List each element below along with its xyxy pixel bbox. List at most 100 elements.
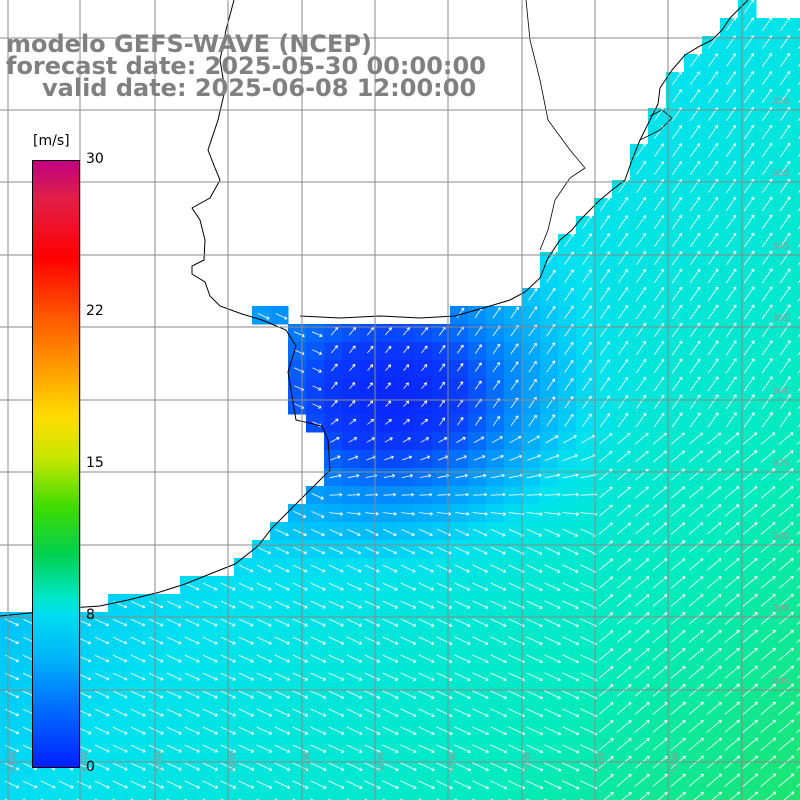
wind-arrow	[617, 287, 629, 302]
wind-arrow	[346, 582, 362, 591]
wind-arrow	[760, 432, 776, 445]
wind-arrow	[779, 394, 791, 410]
forecast-date: forecast date: 2025-05-30 00:00:00	[6, 52, 486, 80]
wind-arrow	[707, 322, 719, 338]
wind-arrow	[742, 558, 758, 571]
wind-arrow	[400, 780, 417, 789]
wind-arrow	[688, 540, 704, 553]
wind-arrow	[761, 322, 773, 338]
wind-arrow	[474, 344, 482, 354]
wind-arrow	[675, 791, 686, 800]
longitude-label: 59W	[155, 752, 165, 772]
wind-arrow	[526, 492, 543, 497]
wind-arrow	[635, 394, 647, 410]
wind-arrow	[130, 780, 146, 789]
wind-arrow	[367, 364, 374, 372]
wind-arrow	[382, 636, 399, 645]
wind-arrow	[528, 414, 537, 427]
wind-arrow	[671, 215, 683, 230]
wind-arrow	[724, 432, 740, 445]
wind-arrow	[329, 492, 343, 497]
wind-arrow	[634, 468, 649, 481]
wind-arrow	[256, 780, 273, 789]
wind-arrow	[760, 558, 776, 571]
wind-arrow	[292, 582, 308, 591]
wind-arrow	[707, 358, 719, 374]
wind-arrow	[657, 791, 668, 800]
wind-arrow	[202, 762, 218, 771]
wind-arrow	[238, 636, 254, 645]
wind-arrow	[743, 89, 755, 104]
wind-arrow	[5, 618, 19, 627]
wind-arrow	[544, 473, 561, 479]
wind-arrow	[564, 341, 574, 355]
wind-arrow	[382, 780, 399, 789]
wind-arrow	[238, 708, 254, 717]
wind-arrow	[544, 618, 561, 627]
wind-arrow	[707, 161, 719, 176]
wind-arrow	[634, 558, 650, 571]
wind-arrow	[526, 546, 543, 555]
wind-arrow	[706, 594, 722, 607]
wind-arrow	[634, 594, 650, 607]
wind-arrow	[582, 215, 592, 229]
wind-arrow	[473, 473, 487, 479]
wind-arrow	[743, 268, 755, 284]
wind-arrow	[526, 528, 542, 537]
wind-arrow	[94, 690, 110, 699]
wind-arrow	[292, 636, 308, 645]
wind-arrow	[382, 672, 399, 681]
wind-arrow	[670, 630, 686, 643]
wind-arrow	[744, 0, 754, 13]
wind-arrow	[616, 522, 631, 535]
wind-arrow	[528, 288, 538, 301]
wind-arrow	[603, 791, 614, 800]
colorbar-tick-8: 8	[86, 607, 95, 623]
longitude-label: 58W	[229, 752, 239, 772]
wind-arrow	[636, 143, 646, 157]
wind-arrow	[166, 690, 182, 699]
wind-arrow	[672, 143, 682, 158]
wind-arrow	[347, 528, 361, 537]
wind-arrow	[760, 450, 776, 463]
wind-arrow	[364, 708, 381, 717]
wind-arrow	[671, 232, 683, 248]
wind-arrow	[760, 593, 776, 607]
wind-arrow	[634, 720, 650, 733]
wind-arrow	[689, 394, 701, 410]
wind-arrow	[526, 744, 544, 754]
wind-arrow	[653, 304, 665, 320]
wind-cell	[774, 792, 793, 800]
wind-arrow	[311, 510, 325, 518]
wind-arrow	[635, 376, 647, 392]
wind-arrow	[58, 780, 74, 789]
wind-arrow	[761, 89, 773, 104]
wind-arrow	[582, 251, 592, 265]
wind-arrow	[492, 343, 501, 355]
wind-arrow	[490, 762, 508, 772]
wind-arrow	[472, 672, 489, 681]
wind-arrow	[436, 654, 453, 663]
wind-arrow	[400, 564, 416, 573]
wind-arrow	[238, 582, 254, 591]
longitude-label: 54W	[523, 752, 533, 772]
wind-arrow	[725, 412, 737, 428]
wind-arrow	[274, 654, 290, 663]
wind-arrow	[635, 412, 647, 428]
wind-arrow	[400, 636, 417, 645]
wind-arrow	[112, 690, 128, 699]
wind-arrow	[348, 418, 357, 425]
wind-cell	[216, 792, 235, 800]
wind-cell	[792, 504, 800, 523]
wind-arrow	[364, 582, 380, 591]
wind-arrow	[202, 708, 218, 717]
wind-arrow	[743, 394, 755, 410]
latitude-label: 34S	[772, 242, 789, 252]
wind-arrow	[419, 528, 433, 537]
wind-arrow	[652, 432, 667, 445]
wind-arrow	[742, 629, 758, 643]
wind-arrow	[779, 160, 791, 176]
wind-arrow	[761, 124, 773, 140]
wind-cell	[792, 180, 800, 199]
wind-arrow	[617, 251, 628, 266]
